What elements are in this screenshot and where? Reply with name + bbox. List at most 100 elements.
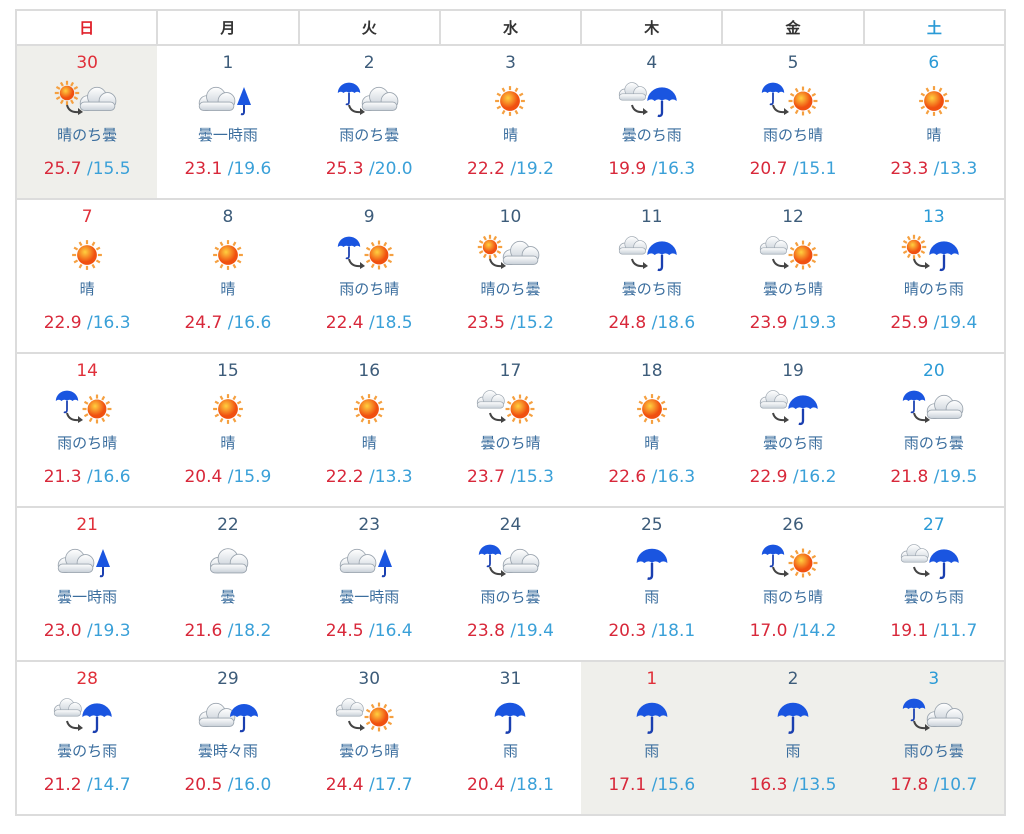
temperatures: 23.9 /19.3: [722, 313, 863, 333]
low-temp: 18.6: [657, 313, 696, 333]
week-row: 28 曇のち雨 21.2 /14.7 29 曇時々雨 20.5 /16.0 30 曇…: [14, 660, 1007, 816]
slash: /: [227, 313, 234, 333]
sun-weather-icon: [581, 387, 722, 429]
sun-icon: [478, 234, 503, 260]
sun-icon: [82, 394, 112, 424]
day-cell[interactable]: 8 晴 24.7 /16.6: [157, 198, 299, 354]
umbrella-icon: [647, 87, 677, 118]
high-temp: 23.9: [749, 313, 788, 333]
cloud-icon: [339, 548, 377, 573]
temperatures: 19.1 /11.7: [864, 621, 1004, 641]
day-cell[interactable]: 5 雨のち晴 20.7 /15.1: [722, 44, 864, 200]
cloud-icon: [503, 240, 540, 265]
slash: /: [369, 159, 375, 179]
weekday-header: 木: [580, 9, 724, 46]
day-cell[interactable]: 30 曇のち晴 24.4 /17.7: [298, 660, 440, 816]
temperatures: 22.9 /16.3: [17, 313, 157, 333]
day-cell[interactable]: 21 曇一時雨 23.0 /19.3: [14, 506, 158, 662]
condition-text: 曇のち晴: [339, 742, 400, 760]
day-cell[interactable]: 25 雨 20.3 /18.1: [581, 506, 723, 662]
weekday-header-row: 日月火水木金土: [14, 9, 1007, 46]
day-cell[interactable]: 6 晴 23.3 /13.3: [863, 44, 1007, 200]
slash: /: [510, 621, 517, 641]
day-cell[interactable]: 9 雨のち晴 22.4 /18.5: [298, 198, 440, 354]
low-temp: 14.7: [92, 775, 131, 795]
cloud-umbrella-weather-icon: [722, 387, 863, 429]
day-cell[interactable]: 30 晴のち曇 25.7 /15.5: [14, 44, 158, 200]
day-cell[interactable]: 2 雨 16.3 /13.5: [722, 660, 864, 816]
umbrella-icon: [636, 702, 668, 734]
day-number: 5: [787, 53, 799, 73]
day-cell[interactable]: 29 曇時々雨 20.5 /16.0: [157, 660, 299, 816]
day-number: 23: [358, 515, 381, 535]
condition-text: 曇のち雨: [57, 742, 118, 760]
umbrella-icon: [636, 548, 668, 580]
day-cell[interactable]: 27 曇のち雨 19.1 /11.7: [863, 506, 1007, 662]
then-arrow-icon: [66, 412, 80, 422]
low-temp: 15.3: [516, 467, 554, 487]
sun-icon: [788, 548, 818, 578]
then-arrow-icon: [348, 104, 362, 114]
day-cell[interactable]: 18 晴 22.6 /16.3: [581, 352, 723, 508]
closed-umbrella-icon: [96, 549, 111, 578]
high-temp: 24.4: [325, 775, 364, 795]
day-cell[interactable]: 24 雨のち曇 23.8 /19.4: [439, 506, 582, 662]
temperatures: 22.2 /13.3: [299, 467, 440, 487]
day-number: 16: [358, 361, 381, 381]
umbrella-icon: [338, 236, 361, 260]
slash: /: [651, 159, 658, 179]
day-number: 18: [640, 361, 663, 381]
temperatures: 20.3 /18.1: [581, 621, 722, 641]
condition-text: 雨: [644, 742, 660, 760]
day-cell[interactable]: 20 雨のち曇 21.8 /19.5: [863, 352, 1007, 508]
high-temp: 23.8: [467, 621, 505, 641]
day-cell[interactable]: 1 雨 17.1 /15.6: [581, 660, 723, 816]
condition-text: 雨のち曇: [480, 588, 541, 606]
day-cell[interactable]: 14 雨のち晴 21.3 /16.6: [14, 352, 158, 508]
day-cell[interactable]: 28 曇のち雨 21.2 /14.7: [14, 660, 158, 816]
day-cell[interactable]: 17 曇のち晴 23.7 /15.3: [439, 352, 582, 508]
sun-weather-icon: [440, 79, 581, 121]
day-cell[interactable]: 12 曇のち晴 23.9 /19.3: [722, 198, 864, 354]
day-number: 24: [499, 515, 522, 535]
sun-cloud-weather-icon: [440, 233, 581, 275]
umbrella-icon: [647, 241, 677, 272]
day-cell[interactable]: 3 雨のち曇 17.8 /10.7: [863, 660, 1007, 816]
day-cell[interactable]: 15 晴 20.4 /15.9: [157, 352, 299, 508]
day-cell[interactable]: 2 雨のち曇 25.3 /20.0: [298, 44, 440, 200]
temperatures: 22.4 /18.5: [299, 313, 440, 333]
temperatures: 23.0 /19.3: [17, 621, 157, 641]
day-cell[interactable]: 22 曇 21.6 /18.2: [157, 506, 299, 662]
day-number: 2: [787, 669, 799, 689]
high-temp: 22.9: [749, 467, 788, 487]
day-cell[interactable]: 10 晴のち曇 23.5 /15.2: [439, 198, 582, 354]
day-cell[interactable]: 31 雨 20.4 /18.1: [439, 660, 582, 816]
temperatures: 20.4 /15.9: [157, 467, 298, 487]
day-cell[interactable]: 26 雨のち晴 17.0 /14.2: [722, 506, 864, 662]
day-cell[interactable]: 19 曇のち雨 22.9 /16.2: [722, 352, 864, 508]
day-cell[interactable]: 4 曇のち雨 19.9 /16.3: [581, 44, 723, 200]
day-cell[interactable]: 13 晴のち雨 25.9 /19.4: [863, 198, 1007, 354]
condition-text: 曇のち晴: [480, 434, 541, 452]
day-cell[interactable]: 23 曇一時雨 24.5 /16.4: [298, 506, 440, 662]
slash: /: [227, 621, 234, 641]
high-temp: 21.8: [890, 467, 929, 487]
slash: /: [933, 313, 940, 333]
then-arrow-icon: [489, 258, 503, 268]
day-cell[interactable]: 1 曇一時雨 23.1 /19.6: [157, 44, 299, 200]
sun-umbrella-weather-icon: [864, 233, 1004, 275]
then-arrow-icon: [912, 412, 926, 422]
low-temp: 15.9: [233, 467, 272, 487]
day-cell[interactable]: 3 晴 22.2 /19.2: [439, 44, 582, 200]
slash: /: [933, 621, 940, 641]
high-temp: 20.5: [184, 775, 223, 795]
day-cell[interactable]: 16 晴 22.2 /13.3: [298, 352, 440, 508]
day-number: 9: [363, 207, 375, 227]
day-cell[interactable]: 7 晴 22.9 /16.3: [14, 198, 158, 354]
weekday-header: 水: [438, 9, 583, 46]
day-cell[interactable]: 11 曇のち雨 24.8 /18.6: [581, 198, 723, 354]
high-temp: 21.2: [43, 775, 82, 795]
then-arrow-icon: [348, 720, 362, 730]
cloud-umbrella-weather-icon: [581, 79, 722, 121]
temperatures: 24.4 /17.7: [299, 775, 440, 795]
